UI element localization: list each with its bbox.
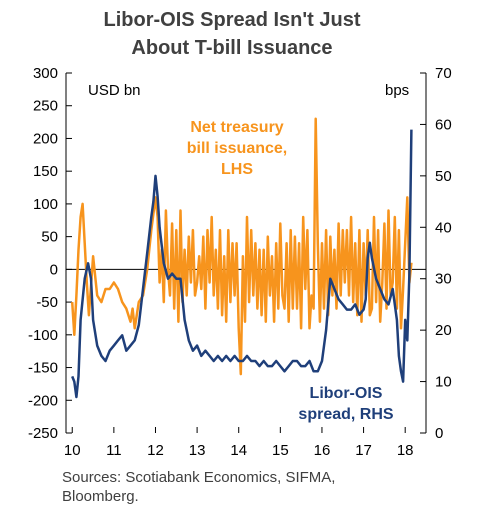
chart-title-line-2: About T-bill Issuance — [131, 37, 332, 59]
x-tick-label: 13 — [189, 442, 206, 459]
left-axis-unit: USD bn — [88, 82, 141, 99]
left-tick-label: 0 — [50, 261, 58, 278]
series-libor-ois-spread — [71, 129, 413, 399]
right-tick-label: 20 — [435, 322, 452, 339]
spread-line — [71, 129, 413, 399]
left-tick-label: -150 — [28, 360, 58, 377]
issuance-line — [70, 117, 413, 376]
x-tick-label: 14 — [230, 442, 247, 459]
left-tick-label: 200 — [33, 130, 58, 147]
right-axis-ticks: 70 60 50 40 30 20 10 0 — [420, 65, 452, 442]
x-axis-ticks: 10 11 12 13 14 15 16 17 18 — [64, 427, 414, 459]
right-tick-label: 50 — [435, 168, 452, 185]
left-tick-label: 100 — [33, 196, 58, 213]
x-tick-label: 16 — [314, 442, 331, 459]
left-tick-label: 50 — [41, 229, 58, 246]
x-tick-label: 12 — [147, 442, 164, 459]
left-tick-label: -200 — [28, 392, 58, 409]
issuance-annotation: Net treasury bill issuance, LHS — [187, 119, 287, 178]
x-tick-label: 17 — [355, 442, 372, 459]
left-tick-label: -250 — [28, 425, 58, 442]
x-tick-label: 18 — [397, 442, 414, 459]
right-tick-label: 10 — [435, 374, 452, 391]
right-tick-label: 60 — [435, 116, 452, 133]
x-tick-label: 11 — [106, 442, 122, 459]
left-tick-label: 150 — [33, 163, 58, 180]
right-tick-label: 0 — [435, 425, 443, 442]
right-axis-unit: bps — [385, 82, 409, 99]
right-tick-label: 40 — [435, 219, 452, 236]
spread-annotation: Libor-OIS spread, RHS — [298, 385, 393, 423]
left-axis-ticks: 300 250 200 150 100 50 0 -50 -100 -150 -200 -250 — [28, 65, 72, 442]
left-tick-label: 250 — [33, 98, 58, 115]
right-tick-label: 30 — [435, 271, 452, 288]
issuance-label-line-1: Net treasury — [190, 119, 283, 136]
spread-label-line-2: spread, RHS — [298, 406, 393, 423]
source-note-line-1: Sources: Scotiabank Economics, SIFMA, — [62, 469, 335, 486]
left-tick-label: 300 — [33, 65, 58, 82]
x-tick-label: 15 — [272, 442, 289, 459]
x-tick-label: 10 — [64, 442, 81, 459]
right-tick-label: 70 — [435, 65, 452, 82]
source-note-line-2: Bloomberg. — [62, 488, 139, 505]
spread-label-line-1: Libor-OIS — [310, 385, 383, 402]
chart-title-line-1: Libor-OIS Spread Isn't Just — [103, 9, 360, 31]
issuance-label-line-3: LHS — [221, 161, 253, 178]
left-tick-label: -100 — [28, 327, 58, 344]
left-tick-label: -50 — [36, 294, 58, 311]
series-net-treasury-bill-issuance — [70, 117, 413, 376]
issuance-label-line-2: bill issuance, — [187, 140, 287, 157]
